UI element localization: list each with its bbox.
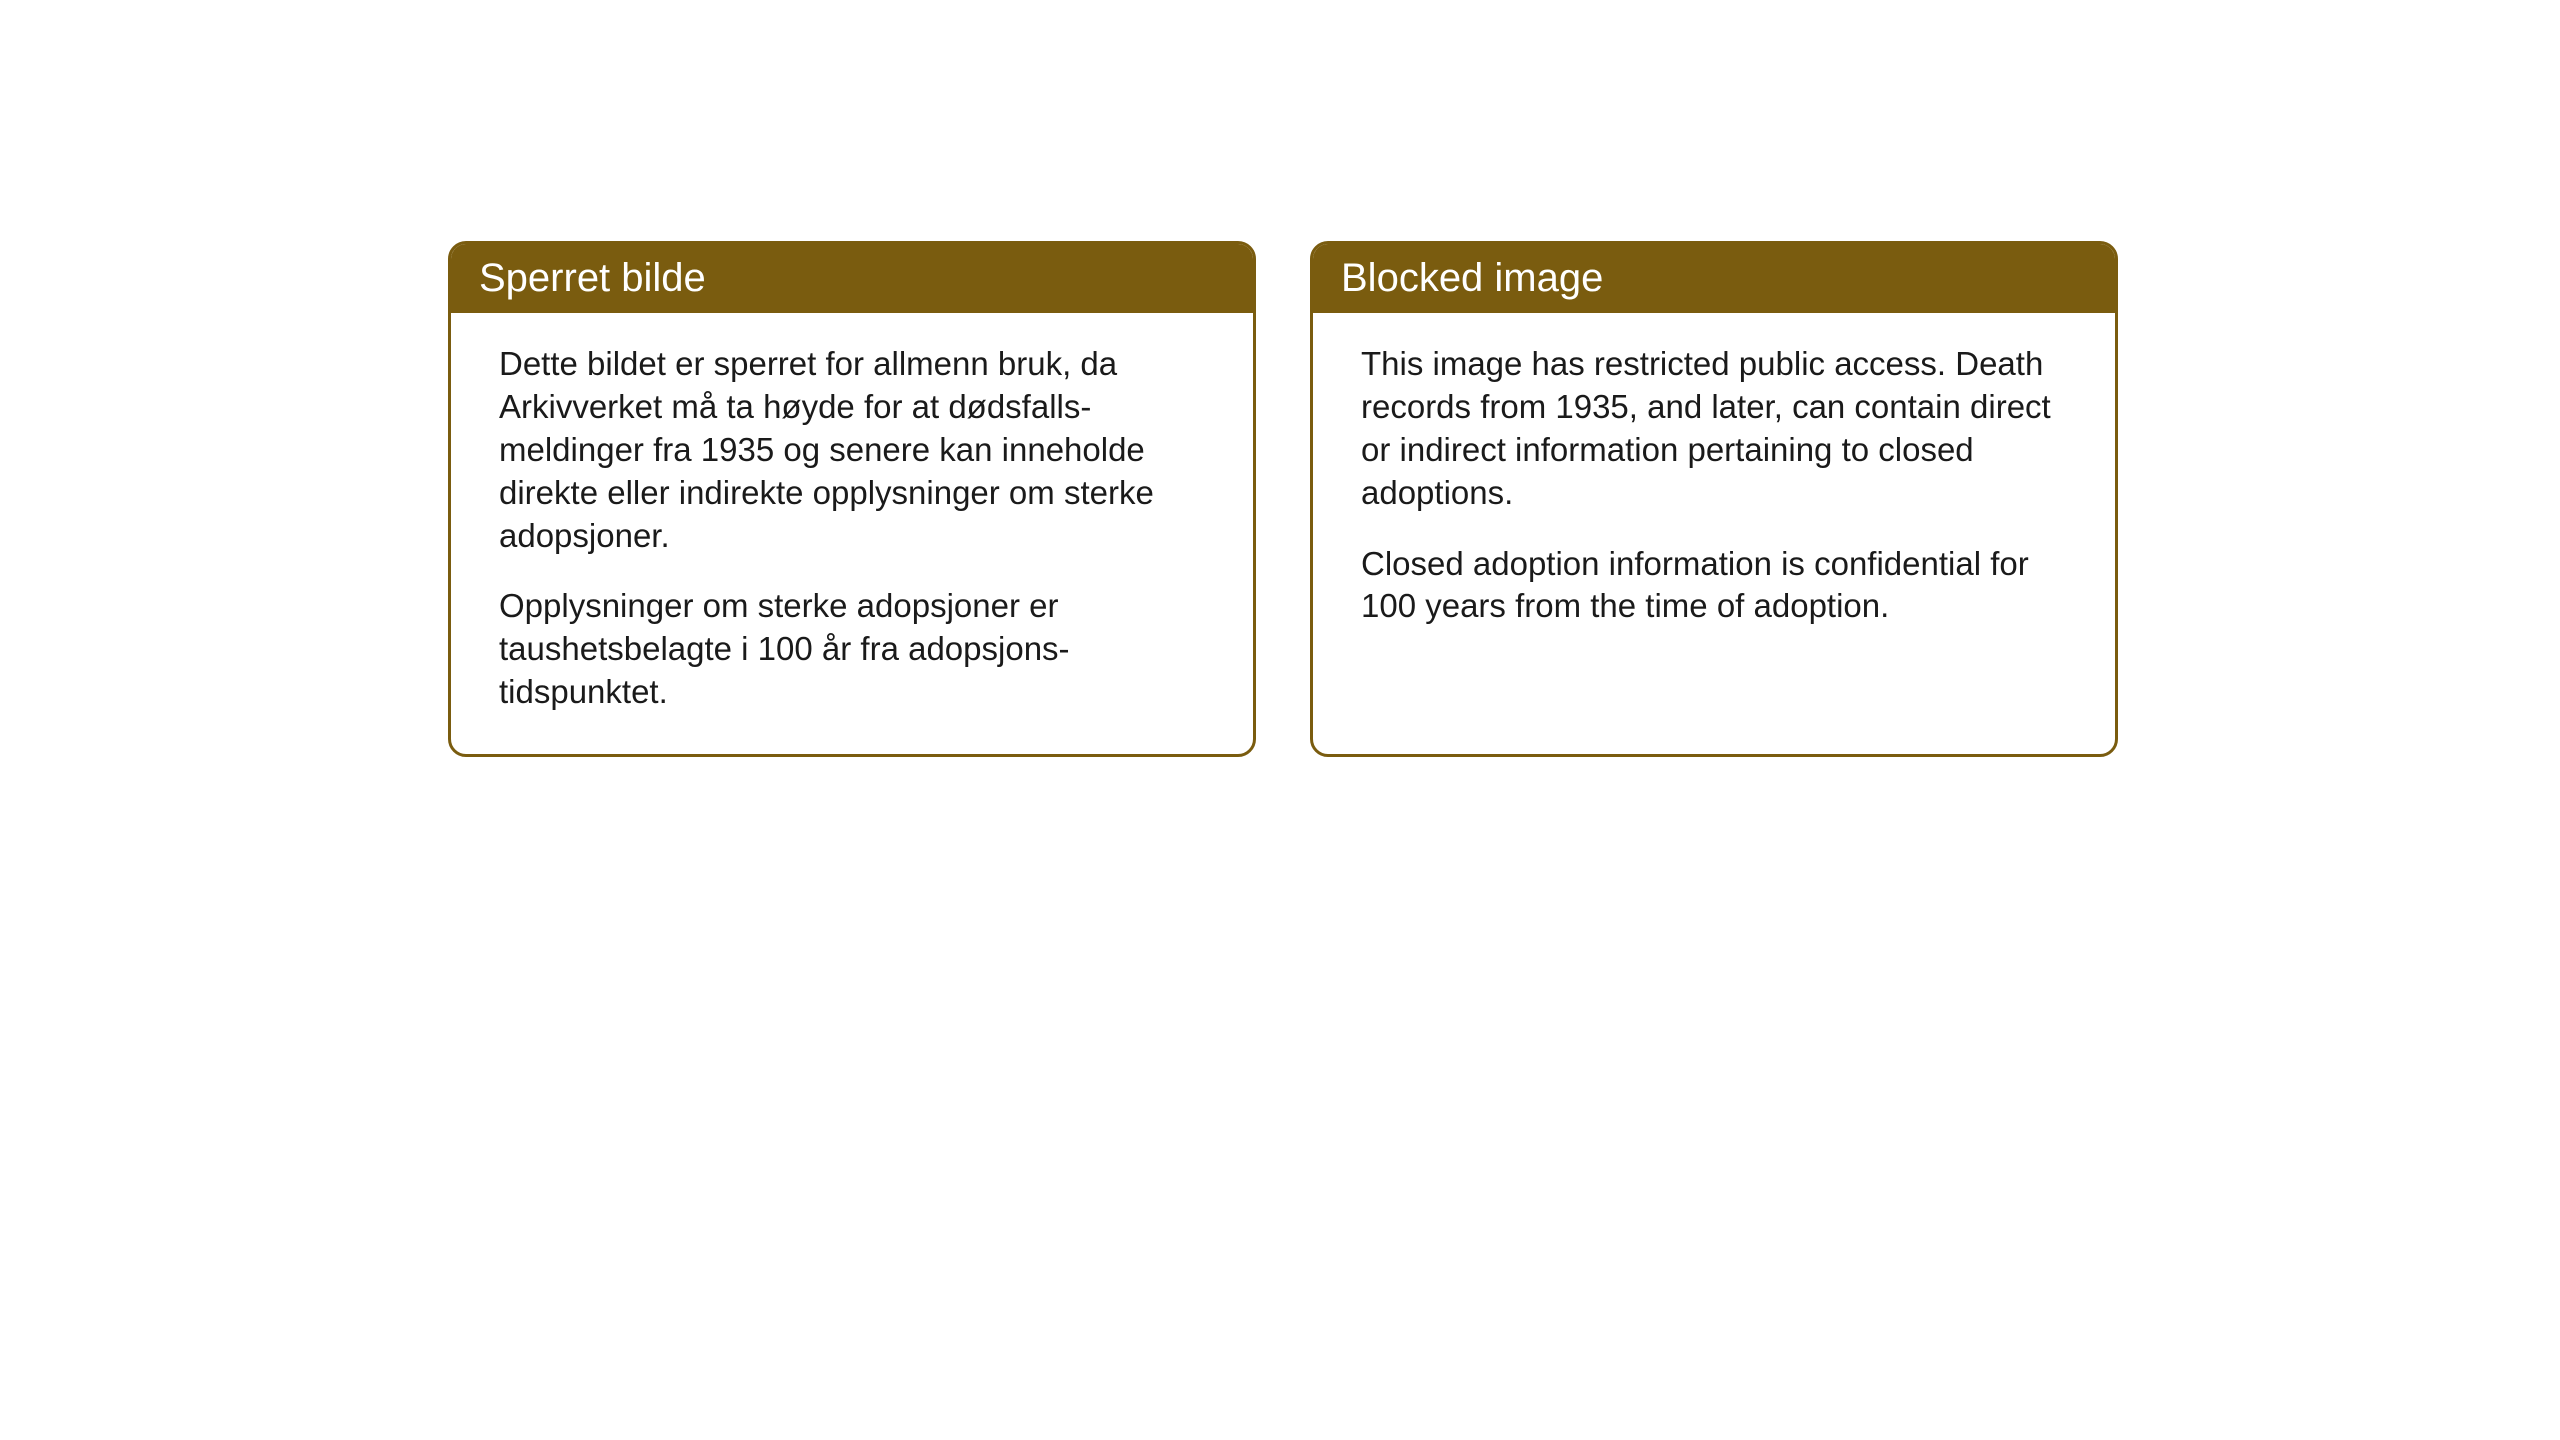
notice-header-norwegian: Sperret bilde (451, 244, 1253, 313)
notice-title-norwegian: Sperret bilde (479, 256, 706, 300)
notice-paragraph-1-norwegian: Dette bildet er sperret for allmenn bruk… (499, 343, 1205, 557)
notice-body-english: This image has restricted public access.… (1313, 313, 2115, 668)
notice-body-norwegian: Dette bildet er sperret for allmenn bruk… (451, 313, 1253, 754)
notice-container: Sperret bilde Dette bildet er sperret fo… (448, 241, 2118, 757)
notice-header-english: Blocked image (1313, 244, 2115, 313)
notice-paragraph-1-english: This image has restricted public access.… (1361, 343, 2067, 515)
notice-paragraph-2-norwegian: Opplysninger om sterke adopsjoner er tau… (499, 585, 1205, 714)
notice-box-english: Blocked image This image has restricted … (1310, 241, 2118, 757)
notice-title-english: Blocked image (1341, 256, 1603, 300)
notice-box-norwegian: Sperret bilde Dette bildet er sperret fo… (448, 241, 1256, 757)
notice-paragraph-2-english: Closed adoption information is confident… (1361, 543, 2067, 629)
